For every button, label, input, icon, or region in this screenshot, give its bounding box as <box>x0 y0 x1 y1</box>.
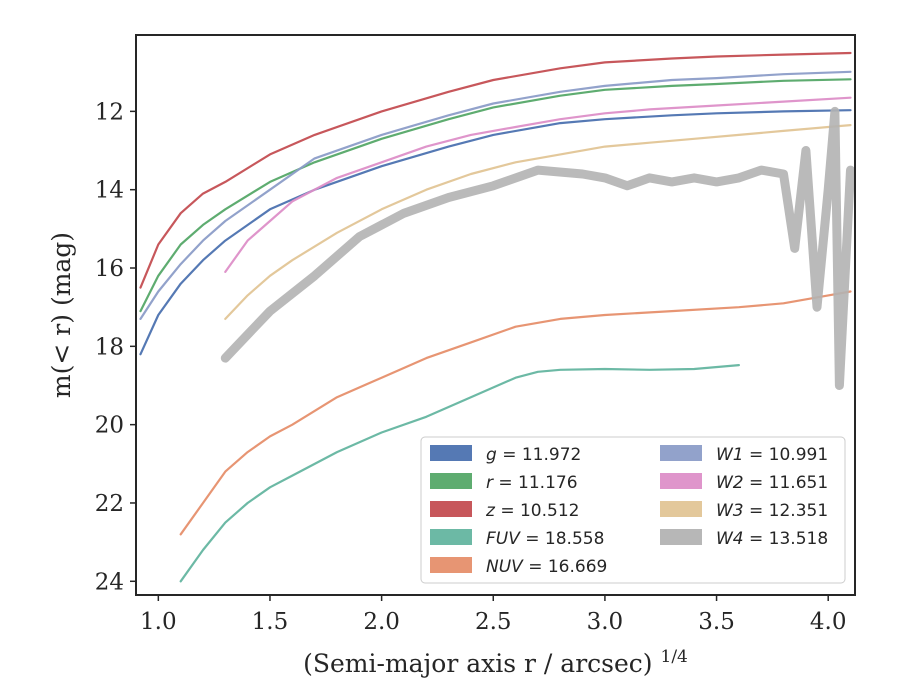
x-tick-label: 3.5 <box>698 609 735 635</box>
y-tick-label: 12 <box>95 99 124 125</box>
y-tick-label: 14 <box>95 178 124 204</box>
x-tick-label: 1.5 <box>252 609 289 635</box>
series-line-w3 <box>224 123 852 320</box>
x-axis: 1.0 1.5 2.0 2.5 3.0 3.5 4.0 <box>140 595 846 635</box>
legend-label-w2: W2 = 11.651 <box>716 473 828 493</box>
series-line-z <box>139 51 852 289</box>
x-tick-label: 4.0 <box>810 609 847 635</box>
x-tick-label: 2.5 <box>475 609 512 635</box>
legend-swatch-w4 <box>660 529 702 545</box>
x-axis-title: (Semi-major axis r / arcsec) 1/4 <box>303 647 688 678</box>
legend-label-r: r = 11.176 <box>486 473 578 493</box>
y-axis: 12 14 16 18 20 22 24 <box>95 99 136 595</box>
legend-swatch-w3 <box>660 501 702 517</box>
legend-swatch-w2 <box>660 473 702 489</box>
x-tick-label: 2.0 <box>363 609 400 635</box>
y-axis-title: m(< r) (mag) <box>47 232 76 398</box>
x-tick-label: 3.0 <box>587 609 624 635</box>
y-tick-label: 22 <box>95 491 124 517</box>
legend-box <box>420 436 846 584</box>
legend-swatch-nuv <box>430 557 472 573</box>
y-tick-label: 20 <box>95 413 124 439</box>
legend-label-w4: W4 = 13.518 <box>716 529 828 549</box>
legend-label-nuv: NUV = 16.669 <box>486 557 607 577</box>
x-axis-title-exponent: 1/4 <box>661 647 688 667</box>
y-tick-label: 16 <box>95 256 124 282</box>
legend-label-w3: W3 = 12.351 <box>716 501 828 521</box>
series-line-w2 <box>224 96 852 273</box>
legend-label-z: z = 10.512 <box>485 501 579 521</box>
legend-swatch-r <box>430 473 472 489</box>
y-tick-label: 24 <box>95 569 124 595</box>
x-tick-label: 1.0 <box>140 609 177 635</box>
plot-area <box>139 51 855 583</box>
legend-swatch-fuv <box>430 529 472 545</box>
series-line-nuv <box>179 290 852 536</box>
series-line-w1 <box>139 70 852 320</box>
series-line-g <box>139 109 852 356</box>
plot-frame <box>135 34 856 596</box>
series-line-r <box>139 78 852 313</box>
legend-label-fuv: FUV = 18.558 <box>486 529 604 549</box>
series-line-fuv <box>179 364 741 583</box>
y-tick-label: 18 <box>95 334 124 360</box>
legend-label-w1: W1 = 10.991 <box>716 445 828 465</box>
legend-swatch-w1 <box>660 445 702 461</box>
series-line-w4 <box>220 106 855 390</box>
x-axis-title-text: (Semi-major axis r / arcsec) <box>303 649 652 678</box>
legend-swatch-z <box>430 501 472 517</box>
legend: g = 11.972 r = 11.176 z = 10.512 FUV = 18.5… <box>420 436 846 584</box>
legend-swatch-g <box>430 445 472 461</box>
legend-label-g: g = 11.972 <box>486 445 581 465</box>
